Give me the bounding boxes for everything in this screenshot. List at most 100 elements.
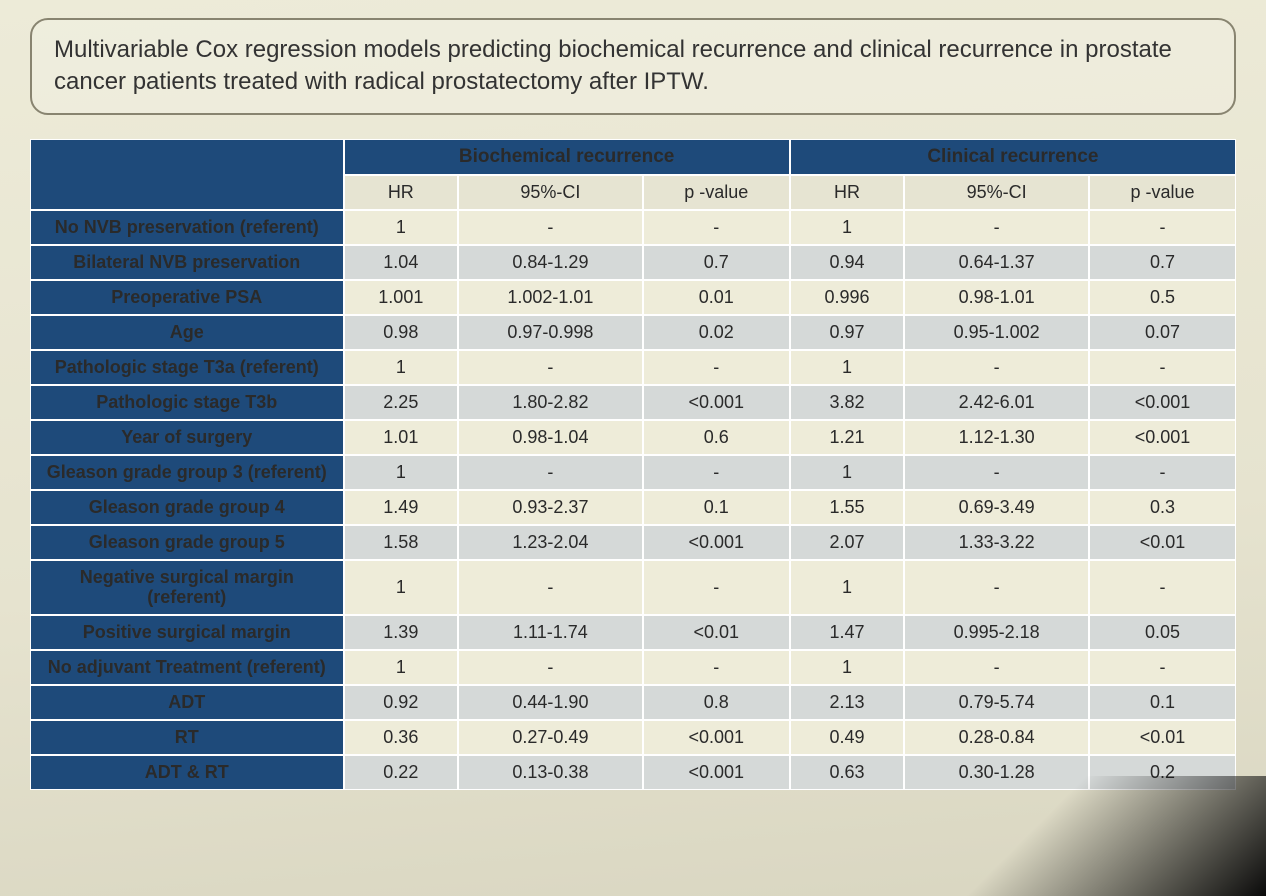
row-label: ADT xyxy=(30,685,344,720)
cell-value: 1 xyxy=(344,350,459,385)
cell-value: 0.8 xyxy=(643,685,790,720)
cell-value: 1 xyxy=(344,650,459,685)
cell-value: 0.1 xyxy=(1089,685,1236,720)
row-label: No adjuvant Treatment (referent) xyxy=(30,650,344,685)
cell-value: <0.001 xyxy=(643,755,790,790)
cell-value: - xyxy=(1089,210,1236,245)
table-title: Multivariable Cox regression models pred… xyxy=(30,18,1236,115)
table-row: Positive surgical margin1.391.11-1.74<0.… xyxy=(30,615,1236,650)
cell-value: 0.05 xyxy=(1089,615,1236,650)
cell-value: 0.07 xyxy=(1089,315,1236,350)
photo-dark-corner xyxy=(886,776,1266,896)
cell-value: 0.13-0.38 xyxy=(458,755,643,790)
cell-value: 0.30-1.28 xyxy=(904,755,1089,790)
cell-value: - xyxy=(458,455,643,490)
row-label: Gleason grade group 3 (referent) xyxy=(30,455,344,490)
page: Multivariable Cox regression models pred… xyxy=(0,0,1266,896)
cell-value: 1.23-2.04 xyxy=(458,525,643,560)
cell-value: 0.5 xyxy=(1089,280,1236,315)
row-label: Year of surgery xyxy=(30,420,344,455)
cell-value: 0.995-2.18 xyxy=(904,615,1089,650)
cell-value: - xyxy=(643,455,790,490)
cell-value: <0.001 xyxy=(643,525,790,560)
cell-value: - xyxy=(1089,650,1236,685)
cell-value: - xyxy=(904,560,1089,615)
cell-value: 1.21 xyxy=(790,420,905,455)
row-label: RT xyxy=(30,720,344,755)
table-row: Year of surgery1.010.98-1.040.61.211.12-… xyxy=(30,420,1236,455)
table-row: No NVB preservation (referent)1--1-- xyxy=(30,210,1236,245)
cell-value: 0.01 xyxy=(643,280,790,315)
cell-value: - xyxy=(643,350,790,385)
cell-value: 1.49 xyxy=(344,490,459,525)
row-label: Gleason grade group 5 xyxy=(30,525,344,560)
cell-value: - xyxy=(458,650,643,685)
cell-value: - xyxy=(643,560,790,615)
cell-value: 0.84-1.29 xyxy=(458,245,643,280)
cell-value: 0.7 xyxy=(643,245,790,280)
cell-value: - xyxy=(643,210,790,245)
cell-value: 1.80-2.82 xyxy=(458,385,643,420)
cell-value: 0.63 xyxy=(790,755,905,790)
cell-value: 0.27-0.49 xyxy=(458,720,643,755)
cell-value: 1.12-1.30 xyxy=(904,420,1089,455)
table-row: Pathologic stage T3b2.251.80-2.82<0.0013… xyxy=(30,385,1236,420)
cell-value: - xyxy=(904,210,1089,245)
cell-value: 1 xyxy=(344,560,459,615)
table-row: ADT & RT0.220.13-0.38<0.0010.630.30-1.28… xyxy=(30,755,1236,790)
cell-value: 0.92 xyxy=(344,685,459,720)
group-header-clinical: Clinical recurrence xyxy=(790,139,1236,175)
sub-header-hr-3: HR xyxy=(790,175,905,210)
table-row: Bilateral NVB preservation1.040.84-1.290… xyxy=(30,245,1236,280)
cell-value: 0.36 xyxy=(344,720,459,755)
row-label: Pathologic stage T3a (referent) xyxy=(30,350,344,385)
cell-value: 2.42-6.01 xyxy=(904,385,1089,420)
row-label: Pathologic stage T3b xyxy=(30,385,344,420)
cell-value: - xyxy=(904,455,1089,490)
cox-regression-table: Biochemical recurrence Clinical recurren… xyxy=(30,139,1236,790)
table-row: RT0.360.27-0.49<0.0010.490.28-0.84<0.01 xyxy=(30,720,1236,755)
sub-header-95%-ci-1: 95%-CI xyxy=(458,175,643,210)
cell-value: 0.95-1.002 xyxy=(904,315,1089,350)
cell-value: - xyxy=(904,350,1089,385)
cell-value: 0.49 xyxy=(790,720,905,755)
cell-value: <0.001 xyxy=(1089,385,1236,420)
cell-value: 1.11-1.74 xyxy=(458,615,643,650)
sub-header-p--value-2: p -value xyxy=(643,175,790,210)
cell-value: 0.97 xyxy=(790,315,905,350)
cell-value: 1.04 xyxy=(344,245,459,280)
cell-value: - xyxy=(458,560,643,615)
table-head: Biochemical recurrence Clinical recurren… xyxy=(30,139,1236,210)
cell-value: 1.39 xyxy=(344,615,459,650)
sub-header-95%-ci-4: 95%-CI xyxy=(904,175,1089,210)
corner-cell xyxy=(30,139,344,210)
cell-value: 1 xyxy=(344,455,459,490)
row-label: ADT & RT xyxy=(30,755,344,790)
cell-value: 2.07 xyxy=(790,525,905,560)
cell-value: 1 xyxy=(790,210,905,245)
cell-value: - xyxy=(1089,560,1236,615)
cell-value: 0.28-0.84 xyxy=(904,720,1089,755)
cell-value: 1.001 xyxy=(344,280,459,315)
cell-value: - xyxy=(1089,350,1236,385)
cell-value: 0.22 xyxy=(344,755,459,790)
cell-value: - xyxy=(458,210,643,245)
cell-value: <0.001 xyxy=(1089,420,1236,455)
table-row: Negative surgical margin (referent)1--1-… xyxy=(30,560,1236,615)
cell-value: 0.79-5.74 xyxy=(904,685,1089,720)
table-row: No adjuvant Treatment (referent)1--1-- xyxy=(30,650,1236,685)
row-label: Negative surgical margin (referent) xyxy=(30,560,344,615)
group-header-row: Biochemical recurrence Clinical recurren… xyxy=(30,139,1236,175)
cell-value: 0.996 xyxy=(790,280,905,315)
table-row: Gleason grade group 3 (referent)1--1-- xyxy=(30,455,1236,490)
cell-value: <0.01 xyxy=(1089,525,1236,560)
group-header-biochemical: Biochemical recurrence xyxy=(344,139,790,175)
cell-value: 0.98 xyxy=(344,315,459,350)
cell-value: - xyxy=(458,350,643,385)
cell-value: 1 xyxy=(790,650,905,685)
cell-value: 0.69-3.49 xyxy=(904,490,1089,525)
cell-value: 2.13 xyxy=(790,685,905,720)
cell-value: 0.7 xyxy=(1089,245,1236,280)
cell-value: 3.82 xyxy=(790,385,905,420)
cell-value: - xyxy=(904,650,1089,685)
